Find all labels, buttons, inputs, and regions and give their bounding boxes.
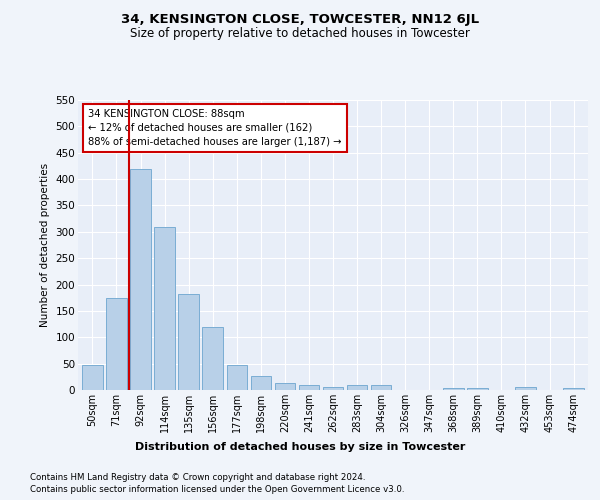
Text: 34, KENSINGTON CLOSE, TOWCESTER, NN12 6JL: 34, KENSINGTON CLOSE, TOWCESTER, NN12 6J… (121, 12, 479, 26)
Bar (227, 365, 247, 390)
Bar (251, 376, 271, 390)
Bar (323, 387, 343, 390)
Bar (347, 384, 367, 390)
Bar (515, 387, 536, 390)
Bar (275, 383, 295, 390)
Bar (130, 168, 151, 390)
Text: Contains HM Land Registry data © Crown copyright and database right 2024.: Contains HM Land Registry data © Crown c… (30, 472, 365, 482)
Bar (563, 388, 584, 390)
Bar (106, 298, 127, 390)
Bar (82, 365, 103, 390)
Text: Distribution of detached houses by size in Towcester: Distribution of detached houses by size … (135, 442, 465, 452)
Bar (299, 386, 319, 390)
Bar (371, 384, 391, 390)
Bar (202, 326, 223, 390)
Text: Contains public sector information licensed under the Open Government Licence v3: Contains public sector information licen… (30, 485, 404, 494)
Bar (154, 226, 175, 390)
Bar (467, 388, 488, 390)
Y-axis label: Number of detached properties: Number of detached properties (40, 163, 50, 327)
Bar (443, 388, 464, 390)
Text: Size of property relative to detached houses in Towcester: Size of property relative to detached ho… (130, 28, 470, 40)
Text: 34 KENSINGTON CLOSE: 88sqm
← 12% of detached houses are smaller (162)
88% of sem: 34 KENSINGTON CLOSE: 88sqm ← 12% of deta… (88, 108, 342, 146)
Bar (178, 294, 199, 390)
